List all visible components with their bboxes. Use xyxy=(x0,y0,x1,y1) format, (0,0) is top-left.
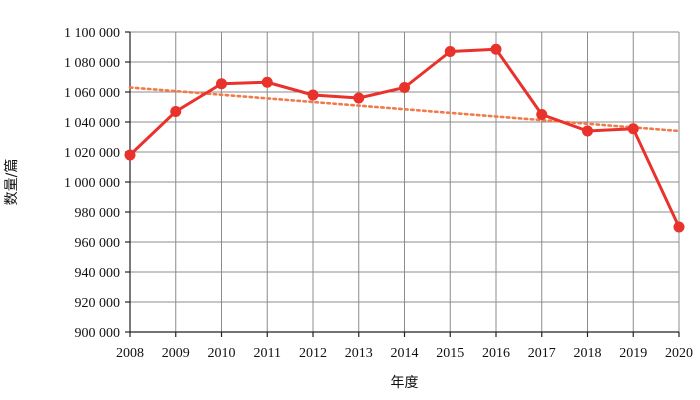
x-tick-label: 2016 xyxy=(482,346,510,361)
data-point xyxy=(216,78,227,90)
series-layer xyxy=(124,43,685,233)
y-tick-labels: 900 000 920 000 940 000 960 000 980 000 1 000… xyxy=(64,26,120,341)
y-tick-label: 940 000 xyxy=(75,266,121,281)
y-tick-label: 1 020 000 xyxy=(64,146,120,161)
y-tick-label: 1 040 000 xyxy=(64,116,120,131)
x-axis-title: 年度 xyxy=(391,375,419,391)
x-tick-label: 2010 xyxy=(208,346,236,361)
x-tick-label: 2015 xyxy=(436,346,464,361)
data-point xyxy=(673,221,685,233)
data-point xyxy=(444,46,456,57)
y-tick-label: 900 000 xyxy=(75,326,121,341)
x-tick-label: 2013 xyxy=(345,346,373,361)
x-tick-label: 2014 xyxy=(391,346,419,361)
trendline-layer xyxy=(128,86,681,133)
x-tick-label: 2020 xyxy=(665,346,693,361)
axes xyxy=(125,31,680,337)
data-point xyxy=(261,76,273,88)
data-point xyxy=(124,149,136,161)
x-tick-label: 2018 xyxy=(574,346,602,361)
y-tick-label: 980 000 xyxy=(75,206,121,221)
data-point xyxy=(627,123,639,135)
data-point xyxy=(536,109,548,120)
data-point xyxy=(399,82,410,93)
data-point xyxy=(353,92,365,104)
y-tick-label: 1 060 000 xyxy=(64,86,120,101)
data-point xyxy=(170,106,182,117)
x-tick-label: 2011 xyxy=(254,346,281,361)
x-tick-label: 2008 xyxy=(116,346,144,361)
y-axis-title: 数量/篇 xyxy=(4,159,20,206)
trendline xyxy=(128,86,681,133)
y-tick-label: 960 000 xyxy=(75,236,121,251)
x-tick-label: 2009 xyxy=(162,346,190,361)
y-tick-label: 1 000 000 xyxy=(64,176,120,191)
x-tick-label: 2017 xyxy=(528,346,556,361)
grid xyxy=(130,31,680,332)
x-tick-label: 2019 xyxy=(619,346,647,361)
x-tick-labels: 2008 2009 2010 2011 2012 2013 2014 2015 2016 2017… xyxy=(116,346,693,361)
y-tick-label: 1 100 000 xyxy=(64,26,120,41)
x-tick-label: 2012 xyxy=(299,346,327,361)
y-tick-label: 1 080 000 xyxy=(64,56,120,71)
y-tick-label: 920 000 xyxy=(75,296,121,311)
data-point xyxy=(490,43,502,55)
data-point xyxy=(307,89,319,101)
data-point xyxy=(582,125,593,137)
